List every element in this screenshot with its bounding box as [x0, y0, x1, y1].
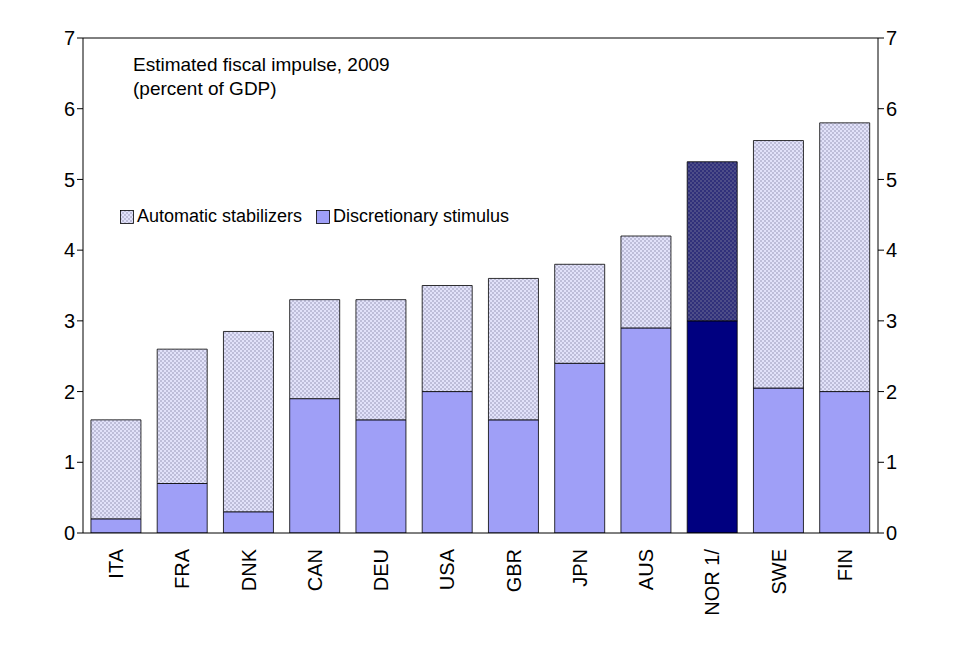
svg-text:5: 5 — [64, 169, 75, 191]
svg-text:DEU: DEU — [370, 549, 392, 591]
svg-text:6: 6 — [886, 98, 897, 120]
svg-text:6: 6 — [64, 98, 75, 120]
svg-text:USA: USA — [436, 548, 458, 590]
svg-text:ITA: ITA — [105, 548, 127, 578]
html-text:Estimated fiscal impulse, 2009: Estimated fiscal impulse, 2009 — [133, 54, 390, 75]
svg-text:NOR 1/: NOR 1/ — [701, 549, 723, 616]
svg-text:FIN: FIN — [834, 549, 856, 581]
svg-text:2: 2 — [886, 381, 897, 403]
svg-text:SWE: SWE — [768, 549, 790, 595]
svg-text:DNK: DNK — [238, 548, 260, 591]
svg-text:AUS: AUS — [635, 549, 657, 590]
html-text:(percent of GDP): (percent of GDP) — [133, 78, 277, 99]
svg-text:4: 4 — [886, 239, 897, 261]
svg-text:7: 7 — [64, 27, 75, 49]
svg-text:3: 3 — [886, 310, 897, 332]
svg-text:CAN: CAN — [304, 549, 326, 591]
svg-text:1: 1 — [64, 451, 75, 473]
svg-text:FRA: FRA — [171, 548, 193, 589]
svg-text:5: 5 — [886, 169, 897, 191]
svg-text:1: 1 — [886, 451, 897, 473]
svg-text:2: 2 — [64, 381, 75, 403]
svg-text:3: 3 — [64, 310, 75, 332]
html-text:Discretionary stimulus: Discretionary stimulus — [333, 206, 510, 226]
svg-text:GBR: GBR — [503, 549, 525, 592]
svg-text:4: 4 — [64, 239, 75, 261]
svg-text:0: 0 — [886, 522, 897, 544]
html-text:Automatic stabilizers: Automatic stabilizers — [137, 206, 303, 226]
svg-text:7: 7 — [886, 27, 897, 49]
svg-text:JPN: JPN — [569, 549, 591, 587]
svg-text:0: 0 — [64, 522, 75, 544]
